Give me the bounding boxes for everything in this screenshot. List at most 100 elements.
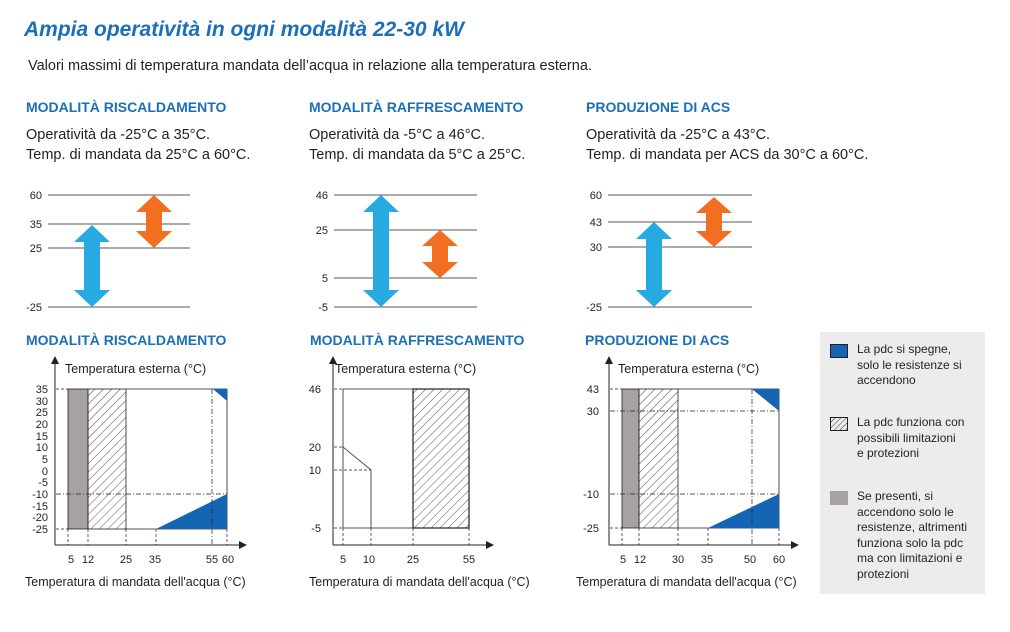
zone-hatched-heating — [87, 388, 127, 530]
legend-off-line-1: La pdc si spegne, — [857, 342, 952, 356]
chart-y-tick-cooling-3: -5 — [311, 523, 321, 535]
chart-y-tick-heating-12: -25 — [32, 524, 48, 536]
legend-limited-line-3: e protezioni — [857, 446, 920, 460]
range-tick-cooling-1: 25 — [316, 225, 328, 237]
legend-res-line-3: resistenze, altrimenti — [857, 520, 968, 534]
chart-y-tick-heating-9: -10 — [32, 489, 48, 501]
desc-dhw-line-1: Operatività da -25°C a 43°C. — [586, 127, 771, 143]
legend-text-limited: La pdc funziona con possibili limitazion… — [857, 415, 987, 462]
chart-x-tick-dhw-0: 5 — [620, 554, 626, 566]
chart-x-tick-dhw-5: 60 — [773, 554, 785, 566]
chart-x-tick-cooling-0: 5 — [340, 554, 346, 566]
legend-res-line-2: accendono solo le — [857, 504, 954, 519]
chart-y-label-cooling: Temperatura esterna (°C) — [335, 362, 476, 376]
heading-cooling: MODALITÀ RAFFRESCAMENTO — [309, 99, 524, 115]
range-tick-cooling-3: -5 — [318, 302, 328, 314]
chart-y-tick-heating-0: 35 — [36, 384, 48, 396]
outdoor-range-arrow-cooling — [363, 195, 399, 307]
chart-y-tick-dhw-0: 43 — [587, 384, 599, 396]
chart-y-tick-cooling-0: 46 — [309, 384, 321, 396]
legend-res-line-4: funziona solo la pdc — [857, 535, 964, 550]
chart-y-tick-dhw-1: 30 — [587, 406, 599, 418]
zone-off-bottom-dhw — [708, 494, 779, 528]
desc-cooling-line-1: Operatività da -5°C a 46°C. — [309, 127, 486, 143]
zone-grey-dhw — [621, 388, 640, 529]
chart-y-tick-heating-4: 15 — [36, 431, 48, 443]
outdoor-range-arrow-dhw — [636, 222, 672, 307]
chart-x-tick-cooling-2: 25 — [407, 554, 419, 566]
chart-x-tick-cooling-1: 10 — [363, 554, 375, 566]
legend-limited-line-2: possibili limitazioni — [857, 430, 956, 445]
chart-x-tick-dhw-2: 30 — [672, 554, 684, 566]
zone-grey-heating — [67, 388, 89, 530]
range-tick-dhw-1: 43 — [590, 217, 602, 229]
hatched-square-icon — [830, 417, 848, 431]
chart-y-tick-heating-6: 5 — [42, 454, 48, 466]
chart-y-tick-heating-11: -20 — [32, 512, 48, 524]
outdoor-range-arrow-heating — [74, 225, 110, 307]
envelope-chart-dhw: Temperatura esterna (°C) Temperatura di … — [576, 356, 799, 589]
zone-hatched-dhw — [638, 388, 679, 529]
chart-x-label-heating: Temperatura di mandata dell'acqua (°C) — [25, 575, 246, 589]
chart-heading-heating: MODALITÀ RISCALDAMENTO — [26, 332, 227, 348]
chart-x-label-cooling: Temperatura di mandata dell'acqua (°C) — [309, 575, 530, 589]
chart-x-tick-heating-0: 5 — [68, 554, 74, 566]
flow-range-arrow-cooling — [422, 230, 458, 278]
chart-heading-dhw: PRODUZIONE DI ACS — [585, 332, 730, 348]
chart-y-tick-heating-3: 20 — [36, 419, 48, 431]
chart-x-tick-dhw-3: 35 — [701, 554, 713, 566]
legend-limited-line-1: La pdc funziona con — [857, 415, 965, 429]
zone-off-top-heating — [213, 389, 227, 401]
range-tick-dhw-2: 30 — [590, 242, 602, 254]
range-panel-heating: 60 35 25 -25 — [26, 190, 190, 314]
chart-x-tick-heating-1: 12 — [82, 554, 94, 566]
desc-dhw: Operatività da -25°C a 43°C. Temp. di ma… — [586, 125, 868, 165]
chart-x-tick-dhw-1: 12 — [634, 554, 646, 566]
desc-heating: Operatività da -25°C a 35°C. Temp. di ma… — [26, 125, 250, 165]
chart-y-tick-dhw-3: -25 — [583, 523, 599, 535]
legend-text-resistances: Se presenti, si accendono solo le resist… — [857, 489, 987, 582]
legend-box: La pdc si spegne, solo le resistenze si … — [820, 332, 985, 594]
range-tick-heating-0: 60 — [30, 190, 42, 202]
chart-y-label-heating: Temperatura esterna (°C) — [65, 362, 206, 376]
legend-text-off: La pdc si spegne, solo le resistenze si … — [857, 342, 987, 389]
chart-y-label-dhw: Temperatura esterna (°C) — [618, 362, 759, 376]
chart-x-label-dhw: Temperatura di mandata dell'acqua (°C) — [576, 575, 797, 589]
grey-square-icon — [830, 491, 848, 505]
dark-blue-square-icon — [830, 344, 848, 358]
range-tick-dhw-3: -25 — [586, 302, 602, 314]
envelope-chart-cooling: Temperatura esterna (°C) Temperatura di … — [309, 356, 530, 589]
page-title: Ampia operatività in ogni modalità 22-30… — [24, 18, 464, 41]
chart-y-tick-heating-8: -5 — [38, 477, 48, 489]
heading-dhw: PRODUZIONE DI ACS — [586, 99, 731, 115]
range-tick-heating-3: -25 — [26, 302, 42, 314]
chart-y-tick-heating-7: 0 — [42, 466, 48, 478]
zone-hatched-cooling — [412, 388, 470, 529]
chart-y-tick-heating-10: -15 — [32, 501, 48, 513]
range-panel-dhw: 60 43 30 -25 — [586, 190, 752, 314]
envelope-chart-heating: Temperatura esterna (°C) Temperatura di … — [25, 356, 247, 589]
heading-heating: MODALITÀ RISCALDAMENTO — [26, 99, 227, 115]
desc-cooling: Operatività da -5°C a 46°C. Temp. di man… — [309, 125, 525, 165]
legend-off-line-3: accendono — [857, 373, 916, 387]
desc-dhw-line-2: Temp. di mandata per ACS da 30°C a 60°C. — [586, 147, 869, 163]
desc-cooling-line-2: Temp. di mandata da 5°C a 25°C. — [309, 147, 526, 163]
legend-res-line-5: ma con limitazioni e — [857, 551, 963, 565]
chart-x-tick-cooling-3: 55 — [463, 554, 475, 566]
range-panel-cooling: 46 25 5 -5 — [316, 190, 477, 314]
flow-range-arrow-heating — [136, 195, 172, 248]
range-tick-heating-1: 35 — [30, 219, 42, 231]
chart-y-tick-dhw-2: -10 — [583, 489, 599, 501]
chart-x-tick-heating-4: 55 — [206, 554, 218, 566]
flow-range-arrow-dhw — [696, 197, 732, 247]
chart-x-tick-heating-2: 25 — [120, 554, 132, 566]
legend-res-line-6: protezioni — [857, 566, 910, 581]
desc-heating-line-1: Operatività da -25°C a 35°C. — [26, 127, 211, 143]
range-tick-dhw-0: 60 — [590, 190, 602, 202]
chart-x-tick-heating-3: 35 — [149, 554, 161, 566]
range-tick-heating-2: 25 — [30, 243, 42, 255]
chart-x-tick-dhw-4: 50 — [744, 554, 756, 566]
range-tick-cooling-0: 46 — [316, 190, 328, 202]
